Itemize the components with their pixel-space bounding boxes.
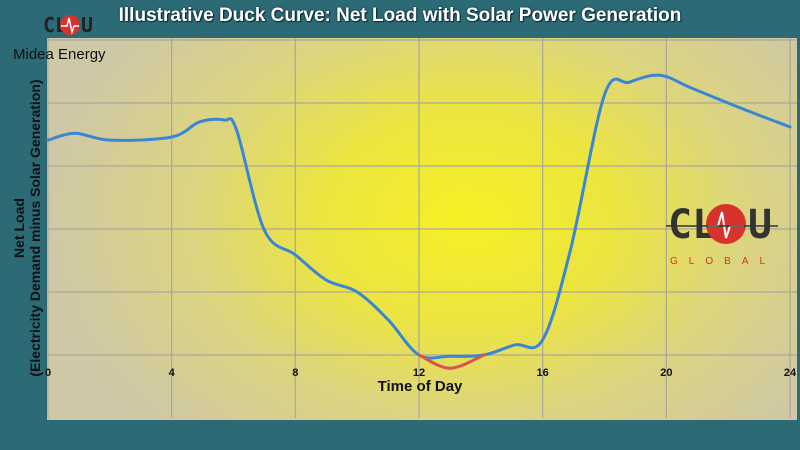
x-tick-label: 8	[292, 367, 298, 379]
x-tick-label: 4	[169, 367, 176, 379]
x-tick-label: 0	[45, 367, 51, 379]
duck-belly-line	[417, 353, 486, 370]
svg-text:U: U	[748, 202, 772, 248]
clou-logo-small: CL U	[43, 13, 93, 37]
y-axis-title: Net Load (Electricity Demand minus Solar …	[11, 38, 43, 418]
x-tick-label: 16	[537, 367, 549, 379]
y-axis-sublabel: (Electricity Demand minus Solar Generati…	[27, 79, 43, 377]
x-tick-label: 24	[784, 367, 797, 379]
x-tick-label: 20	[660, 367, 672, 379]
y-axis-label: Net Load	[11, 198, 27, 258]
net-load-line	[46, 73, 792, 360]
clou-logo-watermark: CL U GLOBAL	[666, 202, 778, 267]
chart-title: Illustrative Duck Curve: Net Load with S…	[118, 5, 682, 26]
brand-name: Midea Energy	[13, 46, 106, 63]
svg-text:GLOBAL: GLOBAL	[670, 256, 776, 267]
x-tick-label: 12	[413, 367, 425, 379]
x-axis-title: Time of Day	[377, 378, 463, 395]
svg-text:U: U	[81, 13, 93, 37]
